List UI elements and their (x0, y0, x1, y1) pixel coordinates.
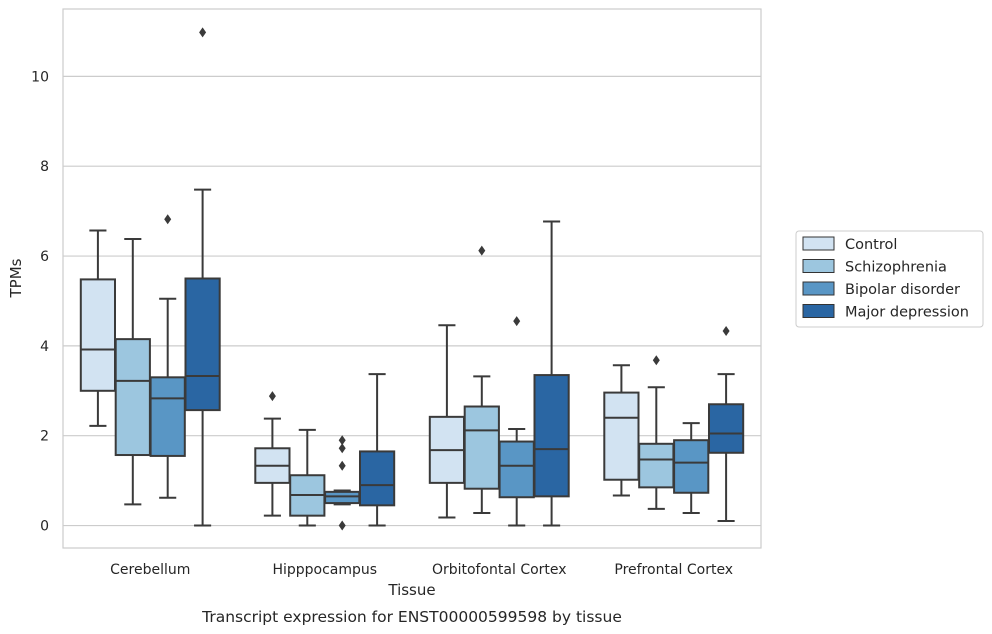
box-bipolar-disorder (673, 422, 710, 514)
x-tick-label: Hipppocampus (272, 562, 377, 578)
box-schizophrenia (463, 245, 500, 514)
legend-label: Bipolar disorder (845, 282, 960, 298)
box-control (428, 324, 466, 519)
y-tick-labels: 0 2 4 6 8 10 (31, 69, 49, 534)
legend-label: Control (845, 237, 897, 253)
outlier-point (652, 355, 660, 366)
legend: Control Schizophrenia Bipolar disorder Majo… (795, 230, 984, 328)
legend-swatch (802, 281, 835, 296)
outlier-point (268, 391, 276, 402)
box-iqr (463, 405, 500, 490)
legend-swatch (802, 236, 835, 251)
outlier-point (338, 520, 346, 531)
box-control (254, 391, 291, 517)
legend-swatch (802, 304, 835, 318)
box-bipolar-disorder (324, 435, 361, 531)
box-iqr (149, 376, 186, 457)
box-control (79, 229, 117, 427)
box-iqr (324, 490, 361, 505)
box-iqr (707, 403, 745, 454)
box-control (603, 364, 640, 497)
y-tick-label: 6 (40, 249, 49, 265)
legend-label: Major depression (845, 305, 969, 321)
boxes-layer (79, 27, 745, 531)
box-iqr (673, 439, 710, 494)
box-major-depression (184, 27, 221, 527)
plot-frame (62, 8, 762, 549)
legend-frame (795, 230, 984, 328)
outlier-point (338, 460, 346, 471)
outlier-point (338, 443, 346, 454)
y-tick-label: 2 (40, 429, 49, 445)
x-tick-label: Prefrontal Cortex (614, 562, 733, 578)
y-tick-label: 8 (40, 159, 49, 175)
y-axis-label: TPMs (7, 258, 25, 298)
y-tick-label: 4 (40, 339, 49, 355)
y-tick-label: 0 (40, 519, 49, 535)
box-iqr (358, 450, 396, 507)
x-axis-label: Tissue (387, 581, 435, 599)
x-tick-labels: Cerebellum Hipppocampus Orbitofontal Corte… (110, 562, 733, 578)
outlier-point (199, 27, 207, 38)
outlier-point (478, 245, 486, 256)
outlier-point (722, 326, 730, 337)
box-iqr (498, 440, 535, 499)
x-tick-label: Orbitofontal Cortex (432, 562, 567, 578)
box-schizophrenia (289, 428, 326, 527)
box-bipolar-disorder (498, 316, 535, 527)
y-tick-label: 10 (31, 69, 49, 85)
box-iqr (603, 391, 640, 481)
outlier-point (164, 214, 172, 225)
chart-caption: Transcript expression for ENST0000059959… (201, 608, 622, 626)
box-bipolar-disorder (149, 214, 186, 499)
box-iqr (184, 277, 221, 412)
box-schizophrenia (638, 355, 675, 510)
x-tick-label: Cerebellum (110, 562, 190, 578)
outlier-point (513, 316, 521, 327)
box-major-depression (707, 326, 745, 523)
box-major-depression (533, 220, 570, 527)
box-schizophrenia (114, 237, 151, 506)
box-iqr (114, 338, 151, 457)
legend-swatch (802, 259, 835, 273)
legend-label: Schizophrenia (845, 260, 947, 276)
box-iqr (533, 374, 570, 498)
box-iqr (638, 442, 675, 489)
box-major-depression (358, 373, 396, 527)
outlier-point (338, 435, 346, 446)
box-iqr (79, 278, 117, 392)
